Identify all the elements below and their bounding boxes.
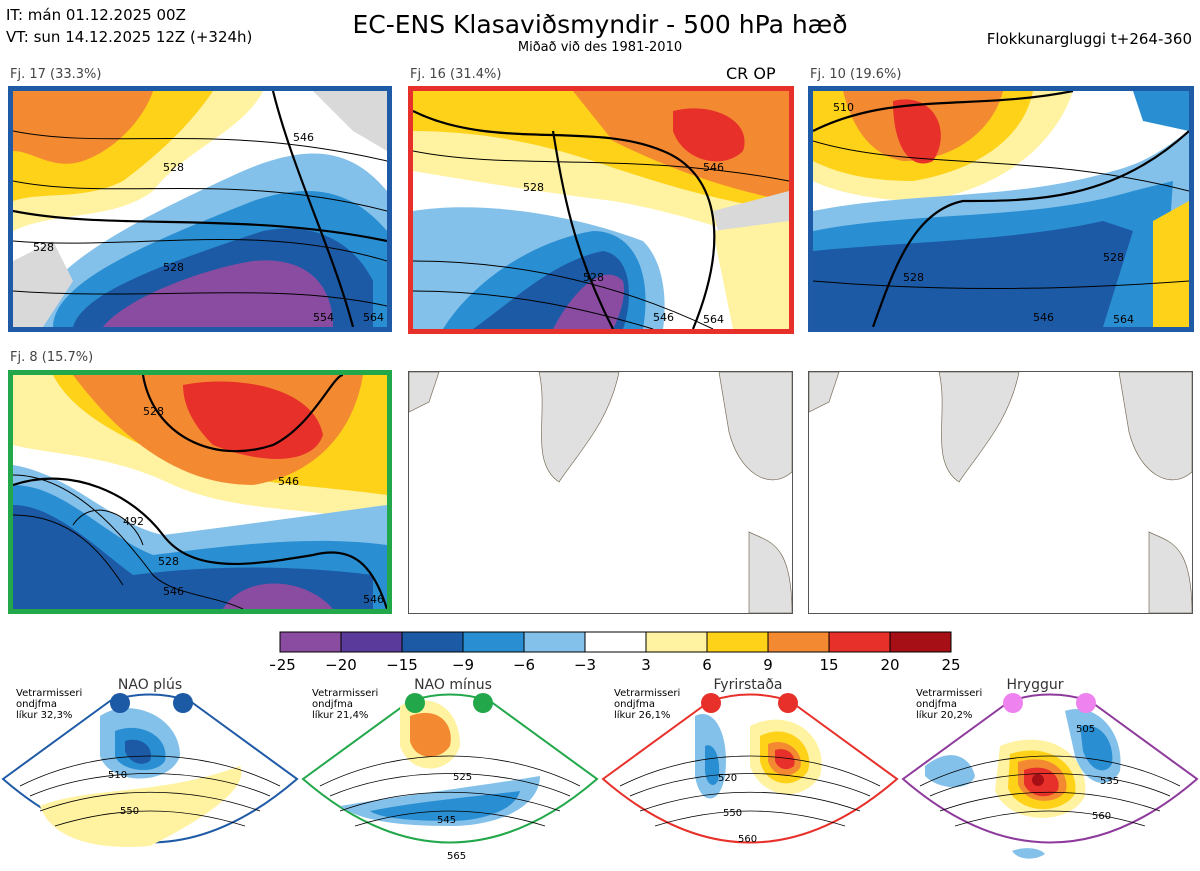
colorbar-tick: −20 <box>325 656 357 674</box>
contour-label: 520 <box>718 773 737 784</box>
vt-line: VT: sun 14.12.2025 12Z (+324h) <box>6 28 253 46</box>
contour-label: 546 <box>278 475 299 488</box>
panel-label-1: Fj. 17 (33.3%) <box>10 67 102 82</box>
regime-map-4[interactable]: 505 535 560 <box>900 676 1200 871</box>
contour-label: 535 <box>1100 776 1119 787</box>
contour-label: 528 <box>33 241 54 254</box>
cluster-map-3[interactable]: 510 528 528 546 564 <box>808 86 1194 332</box>
panel-label-4: Fj. 8 (15.7%) <box>10 350 94 365</box>
regime-map-2[interactable]: 525 545 565 <box>300 676 600 871</box>
contour-label: 564 <box>703 313 724 326</box>
contour-label: 510 <box>108 770 127 781</box>
contour-label: 505 <box>1076 724 1095 735</box>
colorbar-tick: −9 <box>452 656 474 674</box>
regime-map-1[interactable]: 510 550 <box>0 676 300 871</box>
cluster-map-1[interactable]: 528 528 528 546 554 564 <box>8 86 392 332</box>
empty-map-2 <box>808 371 1193 614</box>
regime-title-1: NAO plús <box>117 677 183 693</box>
regime-note-1: Vetrarmisseri ondjfma líkur 32,3% <box>16 688 83 721</box>
colorbar-swatch <box>462 631 525 653</box>
colorbar-swatch <box>340 631 403 653</box>
colorbar-tick: −15 <box>386 656 418 674</box>
contour-label: 528 <box>903 271 924 284</box>
cluster-map-4[interactable]: 528 546 492 528 546 546 <box>8 370 392 614</box>
cluster-map-2[interactable]: 528 546 546 528 564 <box>408 86 794 334</box>
cr-op-badge: CR OP <box>726 64 776 83</box>
contour-label: 528 <box>158 555 179 568</box>
colorbar-tick: −6 <box>513 656 535 674</box>
contour-label: 565 <box>447 851 466 862</box>
page-subtitle: Miðað við des 1981-2010 <box>517 40 683 55</box>
contour-label: 560 <box>1092 811 1111 822</box>
regime-title-2: NAO mínus <box>414 677 492 693</box>
regime-map-3[interactable]: 520 550 560 <box>600 676 900 871</box>
contour-label: 564 <box>1113 313 1134 326</box>
contour-label: 528 <box>163 161 184 174</box>
colorbar-swatch <box>523 631 586 653</box>
colorbar-tick: 6 <box>702 656 712 674</box>
contour-label: 510 <box>833 101 854 114</box>
contour-label: 550 <box>723 808 742 819</box>
contour-label: 546 <box>163 585 184 598</box>
colorbar-swatch <box>706 631 769 653</box>
contour-label: 546 <box>293 131 314 144</box>
colorbar-tick: 25 <box>941 656 960 674</box>
regime-note-4: Vetrarmisseri ondjfma líkur 20,2% <box>916 688 983 721</box>
colorbar-tick: 9 <box>763 656 773 674</box>
colorbar-swatch <box>767 631 830 653</box>
contour-label: 492 <box>123 515 144 528</box>
contour-label: 528 <box>523 181 544 194</box>
colorbar-tick: −3 <box>574 656 596 674</box>
regime-note-3: Vetrarmisseri ondjfma líkur 26,1% <box>614 688 681 721</box>
contour-label: 528 <box>143 405 164 418</box>
window-label: Flokkunargluggi t+264-360 <box>986 30 1192 48</box>
regime-title-4: Hryggur <box>1006 677 1064 693</box>
page-title: EC-ENS Klasaviðsmyndir - 500 hPa hæð <box>352 10 848 39</box>
colorbar-tick: 3 <box>641 656 651 674</box>
contour-label: 528 <box>163 261 184 274</box>
contour-label: 546 <box>363 593 384 606</box>
contour-label: 545 <box>437 815 456 826</box>
contour-label: 546 <box>1033 311 1054 324</box>
regime-note-2: Vetrarmisseri ondjfma líkur 21,4% <box>312 688 379 721</box>
contour-label: 564 <box>363 311 384 324</box>
contour-label: 546 <box>703 161 724 174</box>
panel-label-3: Fj. 10 (19.6%) <box>810 67 902 82</box>
contour-label: 528 <box>583 271 604 284</box>
panel-label-2: Fj. 16 (31.4%) <box>410 67 502 82</box>
colorbar-swatch <box>828 631 891 653</box>
contour-label: 546 <box>653 311 674 324</box>
colorbar-swatch <box>401 631 464 653</box>
colorbar: −25 −20 −15 −9 −6 −3 3 6 9 15 20 25 <box>270 631 960 674</box>
colorbar-tick: −25 <box>270 656 296 674</box>
anomaly-purple <box>103 260 333 327</box>
regime-title-3: Fyrirstaða <box>713 677 783 693</box>
contour-label: 554 <box>313 311 334 324</box>
colorbar-swatch <box>645 631 708 653</box>
colorbar-swatch <box>889 631 952 653</box>
colorbar-tick: 15 <box>819 656 838 674</box>
empty-map-1 <box>408 371 793 614</box>
contour-label: 550 <box>120 806 139 817</box>
colorbar-swatch <box>584 631 647 653</box>
contour-label: 560 <box>738 834 757 845</box>
contour-label: 525 <box>453 772 472 783</box>
anomaly-orange <box>13 91 153 164</box>
colorbar-swatch <box>279 631 342 653</box>
header-info: IT: mán 01.12.2025 00Z VT: sun 14.12.202… <box>6 4 252 48</box>
contour-label: 528 <box>1103 251 1124 264</box>
it-line: IT: mán 01.12.2025 00Z <box>6 6 186 24</box>
colorbar-tick: 20 <box>880 656 899 674</box>
